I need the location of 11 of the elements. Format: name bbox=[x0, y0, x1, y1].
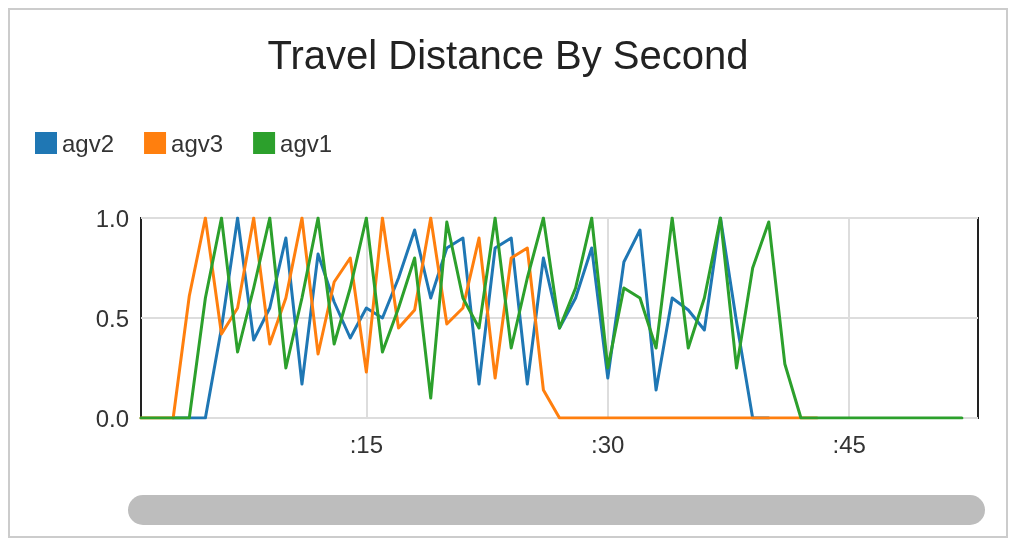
x-tick-label: :15 bbox=[349, 430, 384, 458]
x-tick-label: :30 bbox=[591, 430, 625, 458]
chart-title: Travel Distance By Second bbox=[267, 33, 749, 77]
y-tick-label: 0.5 bbox=[95, 304, 129, 332]
x-tick-label: :45 bbox=[832, 430, 866, 458]
line-series bbox=[139, 216, 964, 420]
legend-label: agv1 bbox=[280, 129, 333, 157]
legend-label: agv2 bbox=[62, 129, 115, 157]
legend-label: agv3 bbox=[171, 129, 224, 157]
y-tick-label: 1.0 bbox=[95, 204, 129, 232]
y-tick-label: 0.0 bbox=[95, 404, 129, 432]
